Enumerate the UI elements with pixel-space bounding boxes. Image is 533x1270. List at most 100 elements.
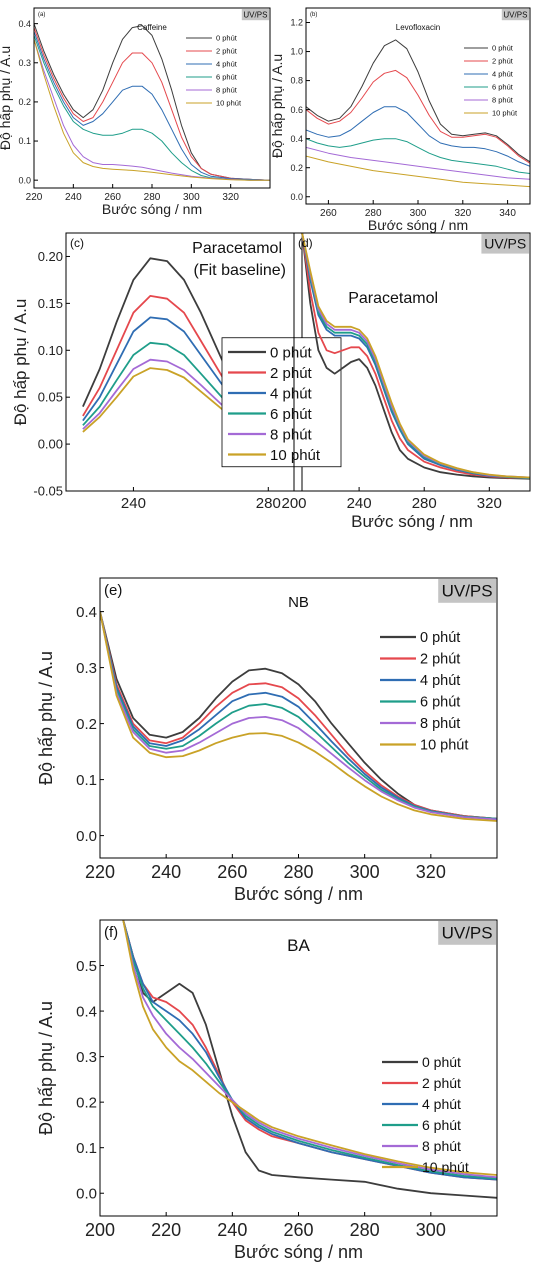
legend-label: 6 phút [420,695,460,711]
panel-label: (e) [104,582,122,599]
y-tick-label: 0.1 [76,1140,97,1157]
legend-label: 6 phút [492,83,514,92]
legend: 0 phút 2 phút 4 phút 6 phút 8 phút 10 phút [186,34,242,108]
y-tick-label: 0.05 [38,390,63,405]
x-tick-label: 280 [256,495,281,512]
series-line-8-phút [100,611,497,821]
chart-title: Levofloxacin [396,23,440,32]
x-tick-label: 260 [217,862,247,882]
badge-background [481,234,529,254]
series-line-8-phút [306,146,530,180]
legend: 0 phút 2 phút 4 phút 6 phút 8 phút 10 phút [464,44,518,118]
y-tick-label: 0.4 [76,1003,97,1020]
x-tick-label: 340 [499,208,516,219]
series-group [122,920,497,1199]
badge-background [241,9,269,21]
series-line-2-phút [306,69,530,164]
y-tick-label: 0.4 [290,134,303,144]
x-tick-label: 260 [283,1220,313,1240]
legend-label: 2 phút [216,47,238,56]
x-axis-label: Bước sóng / nm [351,512,473,531]
x-tick-label: 300 [350,862,380,882]
legend-label: 4 phút [422,1096,461,1112]
legend-label: 8 phút [492,96,514,105]
y-tick-label: 0.2 [76,1094,97,1111]
series-line-2-phút [301,233,530,479]
legend-label: 10 phút [420,738,468,754]
y-tick-label: 0.4 [76,604,97,621]
y-tick-label: 0.2 [18,97,31,107]
chart-panel-a: 220 240 260 280 300 320 0.0 0.1 0.2 0.3 0.4 Bước só… [0,7,271,217]
series-line-0-phút [122,920,497,1199]
y-axis-label: Độ hấp phụ / A.u [36,1001,56,1135]
legend-label: 0 phút [216,34,238,43]
x-tick-label: 320 [222,192,239,203]
y-axis-label: Độ hấp phụ / A.u [11,299,30,426]
chart-title: Paracetamol [192,240,282,257]
panel-label: (a) [38,12,45,18]
chart-title: Caffeine [137,23,167,32]
legend: 0 phút 2 phút 4 phút 6 phút 8 phút 10 phút [221,337,342,468]
y-tick-label: 0.5 [76,958,97,975]
badge-background [438,579,496,603]
legend-label: 2 phút [270,365,313,382]
series-group [100,611,497,822]
x-tick-label: 240 [121,495,146,512]
badge-background [501,9,529,21]
legend-label: 2 phút [422,1075,461,1091]
x-tick-label: 320 [454,208,471,219]
x-tick-label: 280 [350,1220,380,1240]
x-tick-label: 220 [85,862,115,882]
legend-label: 10 phút [216,99,242,108]
panel-label: (d) [298,236,313,250]
series-line-2-phút [34,27,270,181]
legend-label: 4 phút [270,385,313,402]
series-line-10-phút [306,155,530,188]
y-tick-label: 0.0 [76,1185,97,1202]
legend: 0 phút 2 phút 4 phút 6 phút 8 phút 10 phút [380,630,468,754]
legend-label: 4 phút [492,70,514,79]
y-tick-label: 1.2 [290,18,303,28]
plot-frame [293,232,531,492]
y-axis-label: Độ hấp phụ / A.u [36,651,56,785]
badge-label: UV/PS [442,924,493,943]
x-tick-label: 320 [477,495,502,512]
y-tick-label: 0.20 [38,249,63,264]
y-tick-label: 0.15 [38,296,63,311]
panel-label: (c) [70,236,84,250]
panel-label: (b) [310,12,317,18]
y-tick-label: 0.3 [76,1049,97,1066]
chart-title: BA [287,936,310,955]
legend-label: 2 phút [492,57,514,66]
y-tick-label: 0.4 [18,19,31,29]
badge-label: UV/PS [243,10,267,19]
series-line-0-phút [301,233,530,480]
x-axis-label: Bước sóng / nm [234,1242,363,1262]
legend-label: 8 phút [420,716,460,732]
chart-title: NB [288,594,309,611]
x-tick-label: 280 [283,862,313,882]
x-tick-label: 300 [416,1220,446,1240]
series-line-10-phút [122,920,497,1176]
series-line-10-phút [34,39,270,181]
series-line-10-phút [100,611,497,822]
y-tick-label: -0.05 [33,484,63,499]
series-line-4-phút [100,611,497,820]
chart-panel-f: 200 220 240 260 280 300 0.0 0.1 0.2 0.3 0.4 0.5 Bước… [36,919,498,1262]
legend-label: 6 phút [216,73,238,82]
y-tick-label: 0.2 [290,163,303,173]
series-line-0-phút [306,39,530,163]
x-tick-label: 240 [65,192,82,203]
series-group [306,39,530,188]
badge-label: UV/PS [503,10,527,19]
x-tick-label: 300 [183,192,200,203]
legend-label: 10 phút [270,447,321,464]
legend-label: 6 phút [422,1117,461,1133]
y-tick-label: 0.10 [38,343,63,358]
series-line-6-phút [100,611,497,820]
x-tick-label: 220 [26,192,43,203]
series-line-2-phút [100,611,497,820]
x-tick-label: 240 [151,862,181,882]
y-axis-label: Độ hấp phụ / A.u [0,46,13,150]
